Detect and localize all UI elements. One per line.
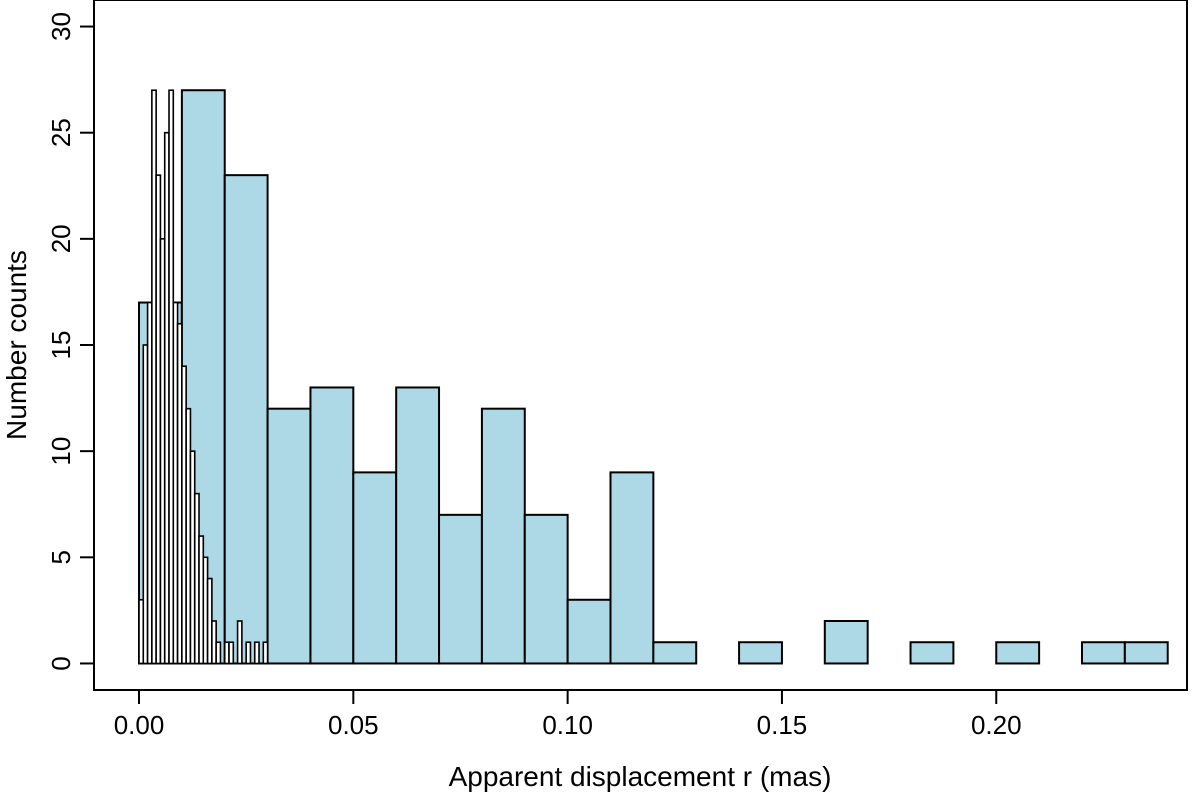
histogram-bar-series-1 [523,513,569,665]
y-axis-title: Number counts [1,250,32,440]
x-tick-label: 0.15 [757,710,808,740]
x-tick-label: 0.00 [114,710,165,740]
histogram-bar-series-2 [245,641,252,665]
histogram-bar-series-1 [738,641,783,665]
histogram-bar-series-1 [1123,641,1169,665]
histogram-bar-series-1 [438,513,483,665]
histogram-bar-series-1 [480,407,526,665]
histogram-bar-series-1 [609,471,655,665]
histogram-bar-series-1 [395,386,441,665]
y-tick-label: 0 [46,656,76,670]
x-axis-title: Apparent displacement r (mas) [449,761,832,792]
x-tick-label: 0.05 [328,710,379,740]
ticks: 0.00 0.05 0.10 0.15 0.20 0 5 10 15 20 25 30 [46,12,1022,740]
histogram-bar-series-1 [652,641,698,665]
y-tick-label: 10 [46,437,76,466]
y-tick-label: 30 [46,12,76,41]
histogram-bar-series-2 [262,641,269,665]
histogram-bar-series-1 [223,174,269,665]
histogram-bar-series-1 [266,407,312,665]
histogram-bar-series-2 [228,641,235,665]
x-tick-label: 0.20 [971,710,1022,740]
x-tick-label: 0.10 [542,710,593,740]
histogram-bar-series-1 [352,471,398,665]
histogram-bar-series-1 [995,641,1041,665]
y-tick-label: 5 [46,550,76,564]
histogram-bar-series-1 [566,598,612,665]
histogram-bar-series-2 [236,620,243,665]
histogram-bar-series-1 [309,386,355,665]
y-tick-label: 20 [46,224,76,253]
histogram-bar-series-1 [1080,641,1126,665]
histogram-bar-series-2 [253,641,260,665]
histogram-bar-series-1 [909,641,955,665]
histogram-bar-series-1 [823,620,869,665]
histogram-bar-series-2 [215,641,222,665]
y-tick-label: 15 [46,331,76,360]
y-tick-label: 25 [46,118,76,147]
bars [138,89,1169,665]
